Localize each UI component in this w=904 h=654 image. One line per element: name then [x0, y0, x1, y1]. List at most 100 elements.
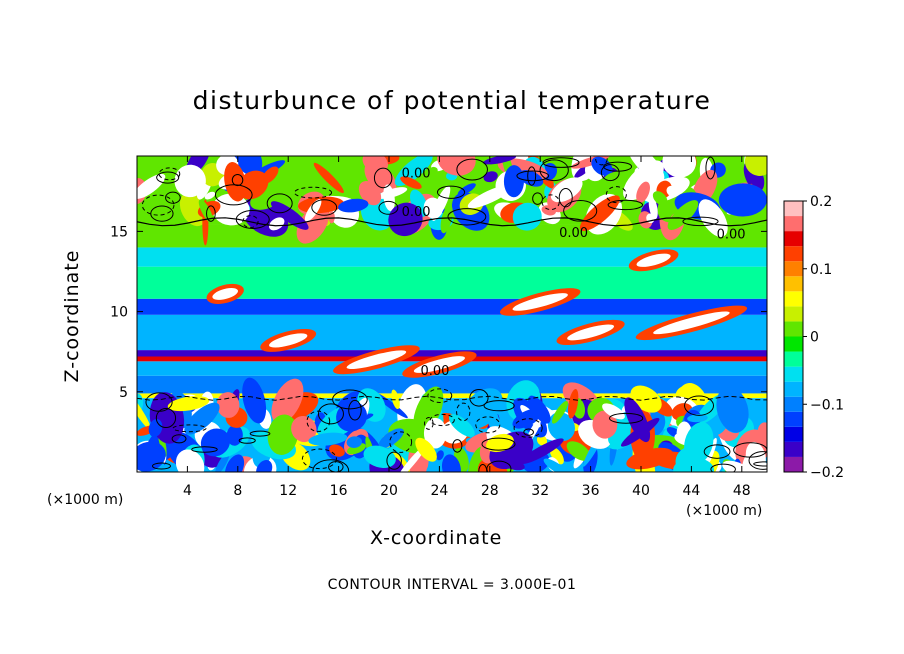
y-axis-label: Z-coordinate [61, 249, 83, 383]
x-tick-label: 44 [682, 483, 700, 499]
upper-turbulence-blob [483, 171, 498, 183]
lower-turbulence-blob [757, 422, 767, 442]
x-unit-label-right: (×1000 m) [686, 503, 763, 519]
upper-turbulence-blob [662, 157, 678, 170]
contour [429, 413, 455, 427]
upper-turbulence-blob [667, 200, 699, 231]
x-axis: 4 8 12 16 20 24 28 32 36 40 44 48 [183, 156, 751, 499]
lower-turbulence-blob [224, 454, 245, 472]
lower-turbulence-blob [543, 458, 568, 472]
temperature-field [137, 156, 767, 472]
contour [249, 430, 271, 437]
upper-turbulence-blob [666, 185, 679, 197]
warm-anomaly [402, 351, 477, 378]
upper-turbulence-blob [518, 170, 544, 187]
colorbar-swatch [784, 441, 803, 457]
contour [710, 463, 736, 472]
contour [447, 208, 487, 226]
lower-turbulence-blob [184, 402, 220, 435]
lower-turbulence-blob [308, 432, 348, 446]
contour-label: 0.00 [559, 226, 588, 241]
contour [171, 434, 187, 444]
lower-turbulence-blob [549, 446, 564, 465]
contour [595, 156, 608, 166]
upper-turbulence-blob [338, 198, 369, 213]
upper-turbulence-blob [400, 176, 422, 189]
x-tick-label: 28 [481, 483, 499, 499]
contour [475, 416, 501, 434]
upper-turbulence-blob [204, 191, 216, 200]
x-tick-label: 32 [531, 483, 549, 499]
lower-turbulence-blob [436, 450, 444, 461]
x-tick-label: 16 [330, 483, 348, 499]
contour-labels: 0.00 0.00 0.00 0.00 0.00 [402, 167, 746, 379]
lower-turbulence-blob [137, 441, 166, 472]
colorbar-swatch [784, 231, 803, 247]
contour [312, 459, 350, 472]
y-tick-label: 15 [110, 224, 128, 240]
upper-turbulence-blob [627, 156, 665, 182]
colorbar-swatch [784, 426, 803, 442]
zero-contour-lower [137, 395, 767, 401]
lower-turbulence-blob [566, 441, 591, 461]
contour [328, 461, 344, 472]
lower-turbulence-blob [200, 428, 231, 457]
colorbar-swatch [784, 381, 803, 397]
colorbar-swatch [784, 291, 803, 307]
colorbar-swatch [784, 456, 803, 472]
contour [242, 215, 259, 229]
x-tick-label: 36 [582, 483, 600, 499]
upper-turbulence-blob [652, 191, 668, 206]
contour [452, 439, 463, 453]
lower-turbulence-blob [415, 437, 437, 462]
colorbar-tick-label: 0.1 [810, 262, 832, 278]
upper-turbulence-blob [440, 204, 453, 234]
upper-turbulence-blob [362, 156, 389, 173]
contour [165, 191, 181, 204]
colorbar-swatch [784, 366, 803, 382]
contour [684, 395, 715, 416]
lower-turbulence-blob [441, 454, 461, 472]
plot-frame [136, 155, 768, 473]
contour [527, 166, 537, 186]
contour [486, 460, 512, 472]
contour [311, 199, 338, 216]
contour [609, 412, 644, 424]
contour-label: 0.00 [717, 228, 746, 243]
contour-interval-note: CONTOUR INTERVAL = 3.000E-01 [327, 577, 577, 593]
lower-turbulence-blob [626, 447, 674, 470]
contour [542, 157, 580, 168]
upper-turbulence-blob [662, 156, 697, 178]
colorbar-swatch [784, 276, 803, 292]
contour [151, 462, 172, 470]
contour [145, 392, 173, 412]
lower-turbulence-blob [673, 457, 715, 472]
lower-turbulence-blob [396, 445, 427, 472]
warm-anomaly [206, 283, 244, 304]
contour [436, 185, 466, 199]
lower-turbulence-blob [552, 400, 568, 424]
contour [563, 199, 598, 222]
contour [206, 205, 216, 222]
contour [558, 187, 573, 208]
colorbar-tick-label: 0 [810, 330, 819, 346]
upper-turbulence-blob [383, 184, 395, 212]
colorbar-swatch [784, 411, 803, 427]
warm-anomaly [635, 305, 748, 341]
upper-turbulence-blob [437, 156, 476, 176]
colorbar-swatch [784, 201, 803, 217]
contour [214, 184, 253, 206]
contour [605, 186, 627, 204]
contour [481, 437, 516, 451]
y-tick-label: 10 [110, 305, 128, 321]
upper-turbulence-blob [550, 177, 583, 203]
upper-turbulence-blob [174, 164, 206, 198]
upper-turbulence-blob [313, 162, 344, 193]
colorbar-tick-label: 0.2 [810, 194, 832, 210]
x-tick-label: 12 [279, 483, 297, 499]
upper-turbulence-blob [718, 183, 767, 217]
lower-turbulence-blob [329, 444, 345, 457]
lower-turbulence-blob [167, 396, 210, 412]
contour [332, 389, 368, 410]
contour [516, 170, 550, 182]
